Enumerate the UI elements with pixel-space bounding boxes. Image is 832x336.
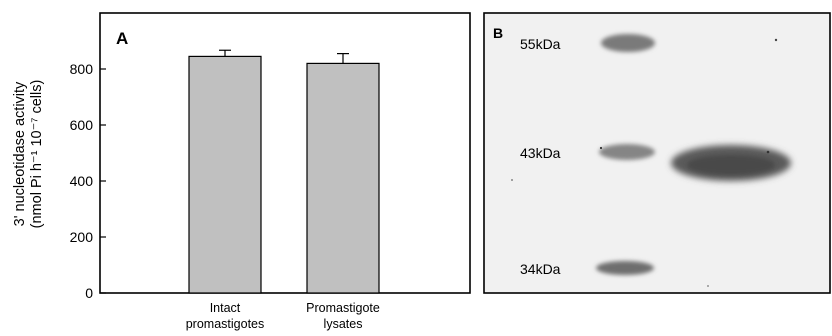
y-tick-label: 800	[70, 61, 94, 77]
y-tick-label: 200	[70, 229, 94, 245]
panel-a-label: A	[116, 29, 128, 48]
x-category-label: Intact	[210, 301, 241, 315]
plot-frame	[99, 12, 471, 294]
bar	[306, 62, 380, 294]
marker-band-34	[596, 261, 654, 275]
gel-speck	[599, 146, 603, 150]
sample-band-core	[687, 155, 775, 175]
gel-speck	[774, 38, 778, 42]
bars	[188, 49, 380, 294]
y-tick-label: 600	[70, 117, 94, 133]
x-axis-labels: Intact promastigotes Promastigote lysates	[186, 301, 380, 331]
y-tick-label: 400	[70, 173, 94, 189]
x-category-label: lysates	[324, 317, 363, 331]
gel-speck	[766, 150, 770, 154]
marker-label-43: 43kDa	[520, 145, 561, 161]
panel-b-gel-image: B 55kDa 43kDa 34kDa	[483, 12, 831, 294]
x-category-label: promastigotes	[186, 317, 265, 331]
y-axis: 0 200 400 600 800	[70, 61, 106, 301]
bar	[188, 55, 262, 294]
y-axis-label-line1: 3' nucleotidase activity	[12, 81, 28, 226]
y-axis-label-line2: (nmol Pi h⁻¹ 10⁻⁷ cells)	[29, 80, 45, 229]
x-category-label: Promastigote	[306, 301, 380, 315]
marker-band-43	[599, 144, 655, 160]
marker-label-34: 34kDa	[520, 261, 561, 277]
y-tick-label: 0	[85, 285, 93, 301]
gel-speck	[707, 285, 709, 287]
marker-band-55	[601, 34, 655, 52]
panel-a-bar-chart: A 0 200 400 600 800 Intact promastigotes Proma…	[12, 12, 471, 331]
gel-speck	[511, 179, 513, 181]
marker-label-55: 55kDa	[520, 36, 561, 52]
panel-b-label: B	[493, 25, 503, 41]
